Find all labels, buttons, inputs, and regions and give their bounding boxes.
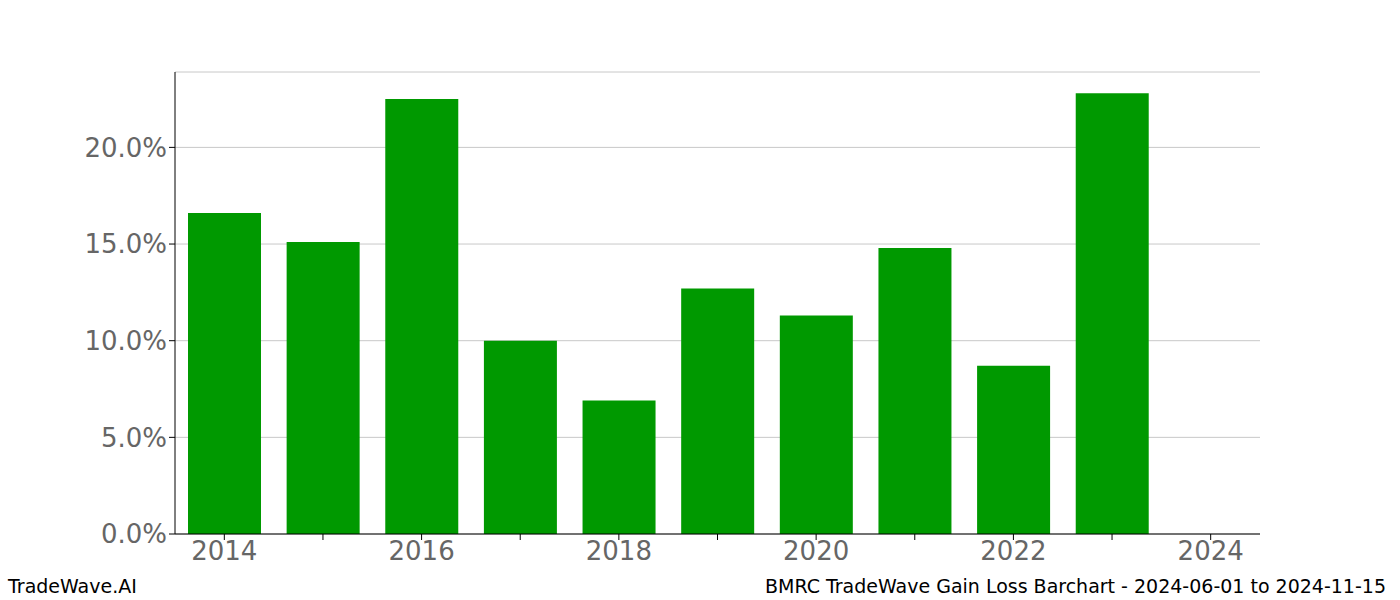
svg-text:10.0%: 10.0% — [84, 326, 167, 356]
svg-text:0.0%: 0.0% — [101, 519, 167, 549]
svg-text:15.0%: 15.0% — [84, 229, 167, 259]
svg-text:2018: 2018 — [586, 536, 652, 566]
svg-text:20.0%: 20.0% — [84, 133, 167, 163]
svg-text:2020: 2020 — [783, 536, 849, 566]
svg-text:2024: 2024 — [1178, 536, 1244, 566]
svg-text:2022: 2022 — [980, 536, 1046, 566]
html-text:TradeWave.AI: TradeWave.AI — [8, 575, 137, 597]
svg-text:2016: 2016 — [389, 536, 455, 566]
svg-text:5.0%: 5.0% — [101, 423, 167, 453]
svg-text:2014: 2014 — [191, 536, 257, 566]
html-text:BMRC TradeWave Gain Loss Barch: BMRC TradeWave Gain Loss Barchart - 2024… — [765, 575, 1386, 597]
